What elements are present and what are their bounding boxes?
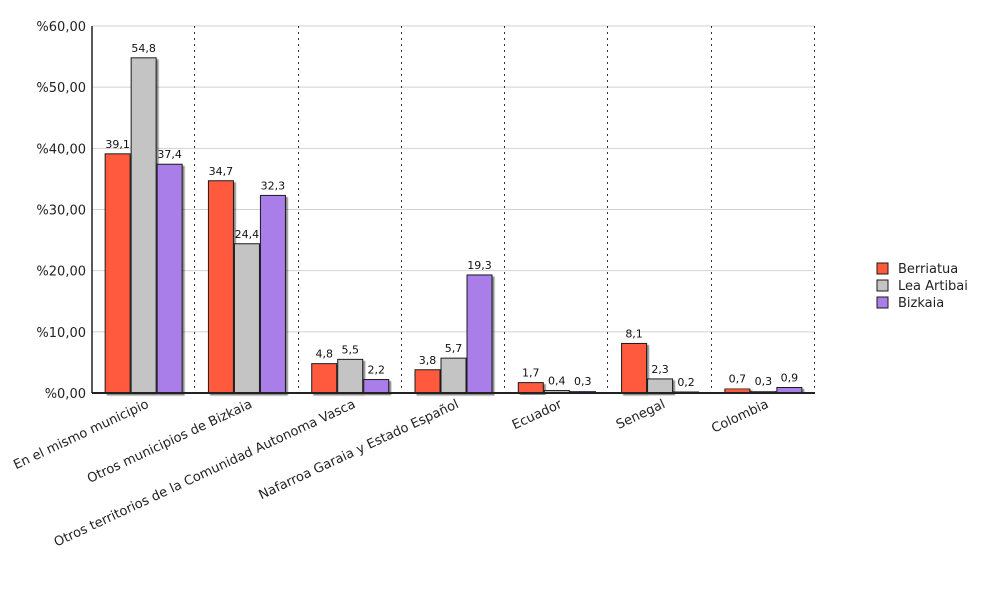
- data-labels: 39,1 34,7 4,8 3,8 1,7 8,1 0,7 54,8 24,4 5,5 5,7 0,4…: [105, 42, 798, 389]
- data-label: 0,3: [755, 375, 773, 388]
- bar-lea-artibai: [337, 358, 364, 394]
- bar-berriatua: [621, 342, 648, 394]
- legend-label: Bizkaia: [898, 296, 944, 311]
- legend-label: Berriatua: [898, 262, 958, 277]
- grid-lines: [92, 25, 815, 333]
- legend-swatch: [876, 296, 889, 309]
- bar-bizkaia: [156, 163, 183, 394]
- y-axis-ticks: %0,00 %10,00 %20,00 %30,00 %40,00 %50,00 %60,0…: [36, 20, 86, 402]
- data-label: 5,5: [341, 343, 359, 356]
- data-label: 19,3: [467, 259, 492, 272]
- x-category-label: Nafarroa Garaia y Estado Español: [257, 397, 462, 503]
- y-tick-label: %10,00: [36, 326, 86, 341]
- bar-bizkaia: [259, 194, 286, 394]
- data-label: 2,3: [651, 363, 669, 376]
- bar-lea-artibai: [233, 243, 260, 394]
- axes: [91, 26, 815, 394]
- legend-label: Lea Artibai: [898, 279, 968, 294]
- data-label: 0,9: [781, 371, 799, 384]
- data-label: 24,4: [235, 228, 260, 241]
- bar-bizkaia: [466, 274, 493, 394]
- data-label: 1,7: [522, 367, 540, 380]
- y-tick-label: %0,00: [45, 387, 86, 402]
- data-label: 0,7: [729, 373, 747, 386]
- data-label: 2,2: [367, 364, 385, 377]
- data-label: 5,7: [445, 342, 463, 355]
- bar-lea-artibai: [647, 378, 674, 394]
- y-tick-label: %50,00: [36, 81, 86, 96]
- y-tick-label: %60,00: [36, 20, 86, 35]
- bar-berriatua: [414, 369, 441, 394]
- x-category-label: Otros municipios de Bizkaia: [85, 397, 255, 487]
- data-label: 39,1: [105, 138, 130, 151]
- category-separators: [194, 26, 815, 393]
- x-category-label: Ecuador: [510, 397, 565, 433]
- data-label: 54,8: [131, 42, 156, 55]
- data-label: 0,4: [548, 375, 566, 388]
- data-label: 34,7: [209, 165, 234, 178]
- data-label: 8,1: [625, 327, 643, 340]
- data-label: 0,3: [574, 375, 592, 388]
- y-tick-label: %40,00: [36, 142, 86, 157]
- data-label: 37,4: [157, 148, 182, 161]
- y-tick-label: %30,00: [36, 204, 86, 219]
- data-label: 0,2: [677, 376, 695, 389]
- bar-lea-artibai: [440, 357, 467, 394]
- legend-swatch: [876, 262, 889, 275]
- bar-berriatua: [104, 153, 131, 394]
- data-label: 32,3: [261, 179, 286, 192]
- bar-berriatua: [311, 363, 338, 394]
- y-tick-label: %20,00: [36, 265, 86, 280]
- x-category-label: Senegal: [614, 397, 668, 433]
- bar-bizkaia: [363, 379, 390, 394]
- bar-berriatua: [517, 382, 544, 394]
- legend-swatch: [876, 279, 889, 292]
- data-label: 3,8: [419, 354, 437, 367]
- x-category-label: Colombia: [709, 397, 771, 436]
- data-label: 4,8: [315, 348, 333, 361]
- bar-berriatua: [207, 180, 234, 394]
- bar-lea-artibai: [130, 57, 157, 394]
- legend: Berriatua Lea Artibai Bizkaia: [876, 262, 968, 311]
